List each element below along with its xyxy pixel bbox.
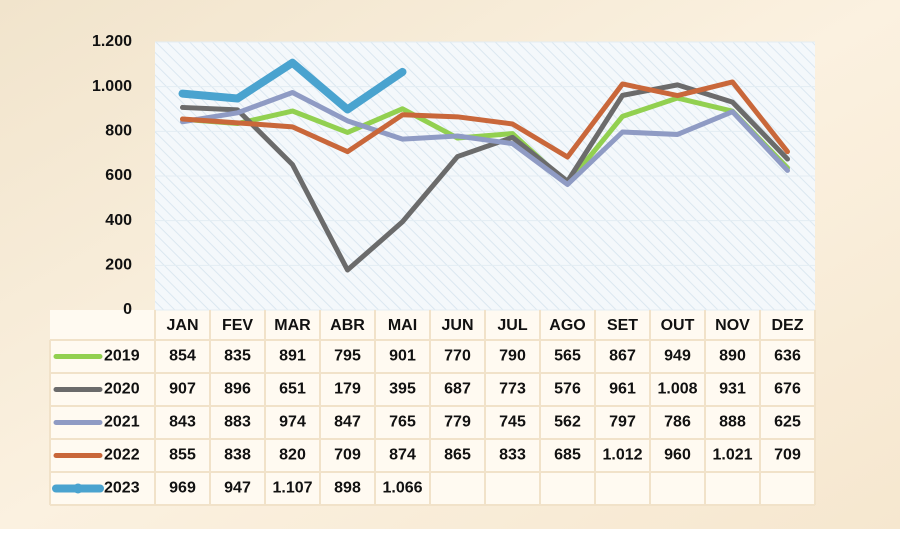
table-value: 843 (169, 414, 196, 431)
table-value: 820 (279, 447, 306, 464)
table-value: 847 (334, 414, 361, 431)
y-tick-label: 0 (123, 301, 132, 318)
table-value: 1.021 (712, 447, 752, 464)
table-value: 1.008 (657, 381, 697, 398)
table-value: 1.066 (382, 480, 422, 497)
table-value: 687 (444, 381, 471, 398)
table-value: 890 (719, 348, 746, 365)
legend-label: 2022 (104, 447, 140, 464)
table-value: 854 (169, 348, 196, 365)
table-value: 786 (664, 414, 691, 431)
table-value: 765 (389, 414, 416, 431)
series-line (178, 58, 407, 114)
series-line (180, 95, 790, 187)
table-value: 898 (334, 480, 361, 497)
table-value: 1.107 (272, 480, 312, 497)
x-tick-label: DEZ (772, 317, 804, 334)
x-tick-label: FEV (222, 317, 253, 334)
x-tick-label: MAR (274, 317, 311, 334)
table-value: 685 (554, 447, 581, 464)
table-value: 676 (774, 381, 801, 398)
y-tick-label: 1.000 (92, 78, 132, 95)
x-tick-label: NOV (715, 317, 750, 334)
legend-label: 2023 (104, 480, 140, 497)
legend-label: 2021 (104, 414, 140, 431)
table-value: 779 (444, 414, 471, 431)
table-value: 974 (279, 414, 306, 431)
y-tick-label: 1.200 (92, 33, 132, 50)
table-value: 562 (554, 414, 581, 431)
table-value: 576 (554, 381, 581, 398)
table-value: 709 (774, 447, 801, 464)
table-value: 901 (389, 348, 416, 365)
table-value: 833 (499, 447, 526, 464)
legend-marker (73, 483, 83, 494)
table-value: 835 (224, 348, 251, 365)
table-value: 961 (609, 381, 636, 398)
x-tick-label: AGO (549, 317, 585, 334)
table-value: 896 (224, 381, 251, 398)
series-line (180, 79, 790, 160)
series-line (180, 89, 790, 187)
x-tick-label: JUL (497, 317, 527, 334)
table-value: 931 (719, 381, 746, 398)
table-value: 960 (664, 447, 691, 464)
table-value: 867 (609, 348, 636, 365)
table-value: 745 (499, 414, 526, 431)
y-tick-label: 600 (105, 167, 132, 184)
y-tick-label: 400 (105, 212, 132, 229)
table-value: 797 (609, 414, 636, 431)
table-value: 949 (664, 348, 691, 365)
table-value: 709 (334, 447, 361, 464)
x-tick-label: MAI (388, 317, 417, 334)
legend-label: 2020 (104, 381, 140, 398)
legend-label: 2019 (104, 348, 140, 365)
table-value: 865 (444, 447, 471, 464)
table-value: 773 (499, 381, 526, 398)
x-tick-label: JAN (166, 317, 198, 334)
table-value: 795 (334, 348, 361, 365)
table-value: 969 (169, 480, 196, 497)
table-value: 1.012 (602, 447, 642, 464)
x-tick-label: SET (607, 317, 638, 334)
table-value: 874 (389, 447, 416, 464)
table-value: 651 (279, 381, 306, 398)
series-line (180, 82, 790, 273)
x-tick-label: OUT (661, 317, 695, 334)
table-value: 838 (224, 447, 251, 464)
y-tick-label: 800 (105, 123, 132, 140)
table-value: 395 (389, 381, 416, 398)
x-tick-label: ABR (330, 317, 365, 334)
table-value: 770 (444, 348, 471, 365)
table-value: 907 (169, 381, 196, 398)
table-value: 883 (224, 414, 251, 431)
table-value: 891 (279, 348, 306, 365)
table-value: 790 (499, 348, 526, 365)
table-value: 636 (774, 348, 801, 365)
table-value: 888 (719, 414, 746, 431)
table-value: 179 (334, 381, 361, 398)
table-value: 947 (224, 480, 251, 497)
table-value: 625 (774, 414, 801, 431)
x-tick-label: JUN (441, 317, 473, 334)
y-tick-label: 200 (105, 257, 132, 274)
table-value: 565 (554, 348, 581, 365)
table-value: 855 (169, 447, 196, 464)
